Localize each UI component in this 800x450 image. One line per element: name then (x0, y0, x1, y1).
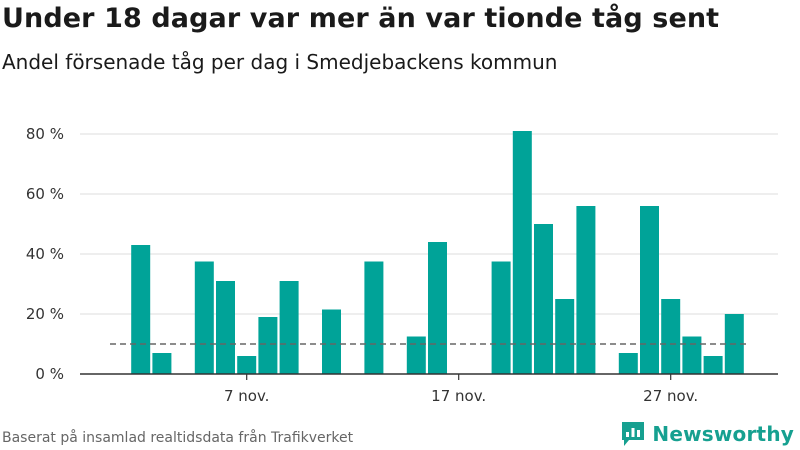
bar (131, 245, 151, 374)
bars (131, 131, 744, 374)
y-axis-ticks: 0 % 20 % 40 % 60 % 80 % (26, 125, 64, 383)
bar (428, 242, 447, 374)
bar (258, 317, 278, 374)
brand-name: Newsworthy (652, 422, 794, 446)
y-tick-label: 20 % (26, 305, 64, 323)
bar (364, 261, 384, 374)
bar (194, 261, 214, 374)
x-tick-label: 17 nov. (431, 387, 486, 405)
bar (322, 309, 341, 374)
bar (703, 356, 723, 374)
bar (534, 224, 553, 374)
bar (237, 356, 257, 374)
bar (152, 353, 172, 374)
bar (279, 281, 299, 374)
y-tick-label: 60 % (26, 185, 64, 203)
x-axis-ticks: 7 nov. 17 nov. 27 nov. (224, 374, 698, 405)
source-note: Baserat på insamlad realtidsdata från Tr… (2, 430, 354, 446)
chart-title: Under 18 dagar var mer än var tionde tåg… (2, 3, 720, 34)
bar (640, 206, 659, 374)
bar (512, 131, 532, 374)
newsworthy-logo: Newsworthy (620, 419, 794, 449)
y-tick-label: 80 % (26, 125, 64, 143)
bar (682, 336, 702, 374)
bar (555, 299, 575, 374)
bar (576, 206, 596, 374)
bar (661, 299, 681, 374)
bar (618, 353, 638, 374)
x-tick-label: 27 nov. (643, 387, 698, 405)
chart-subtitle: Andel försenade tåg per dag i Smedjeback… (2, 50, 558, 74)
bar (491, 261, 511, 374)
y-tick-label: 0 % (35, 365, 64, 383)
newsworthy-logo-icon (622, 422, 645, 446)
y-tick-label: 40 % (26, 245, 64, 263)
bar (406, 336, 426, 374)
x-tick-label: 7 nov. (224, 387, 269, 405)
bar (216, 281, 235, 374)
